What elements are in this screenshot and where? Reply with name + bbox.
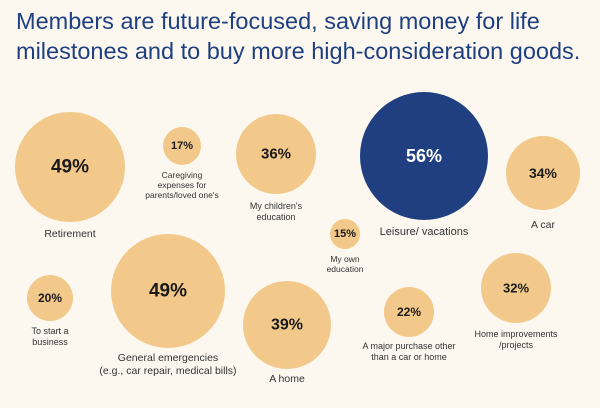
value-label-emergencies: 49% — [149, 281, 187, 302]
category-label-major-purchase: A major purchase other than a car or home — [309, 341, 509, 363]
value-label-leisure: 56% — [406, 146, 442, 166]
category-label-line: parents/loved one's — [145, 190, 219, 201]
category-label-retirement: Retirement — [0, 228, 170, 241]
category-label-line: than a car or home — [371, 351, 447, 362]
category-label-childrens-education: My children's education — [176, 201, 376, 223]
category-label-home: A home — [187, 373, 387, 386]
category-label-caregiving: Caregiving expenses for parents/loved one'… — [82, 170, 282, 201]
bubble-home-improvements — [481, 253, 551, 323]
category-label-line: education — [326, 264, 364, 275]
value-label-caregiving: 17% — [171, 140, 193, 152]
bubble-emergencies — [111, 234, 225, 348]
category-label-business: To start a business — [0, 326, 150, 348]
value-label-own-education: 15% — [334, 228, 356, 240]
value-label-retirement: 49% — [51, 157, 89, 178]
bubble-own-education — [330, 219, 360, 249]
bubble-retirement — [15, 112, 125, 222]
category-label-emergencies: General emergencies (e.g., car repair, me… — [68, 352, 268, 377]
bubble-major-purchase — [384, 287, 434, 337]
category-label-line: My children's — [249, 201, 303, 211]
value-label-car: 34% — [529, 165, 558, 181]
category-label-line: Home improvements — [474, 329, 558, 339]
bubble-leisure — [360, 92, 488, 220]
category-label-home-improvements: Home improvements/projects — [416, 329, 600, 351]
bubble-childrens-education — [236, 114, 316, 194]
category-label-line: /projects — [498, 339, 533, 350]
value-label-home: 39% — [271, 317, 303, 334]
chart-title-line-2: milestones and to buy more high-consider… — [16, 38, 581, 64]
category-label-line: A home — [269, 373, 305, 385]
category-label-own-education: My own education — [245, 254, 445, 274]
bubble-business — [27, 275, 73, 321]
category-label-line: A major purchase other — [362, 341, 456, 351]
category-label-leisure: Leisure/ vacations — [324, 226, 524, 239]
category-label-line: To start a — [31, 326, 69, 336]
value-label-business: 20% — [38, 291, 62, 305]
chart-title: Members are future-focused, saving money… — [16, 6, 596, 66]
category-label-line: Retirement — [44, 228, 96, 240]
category-label-line: Caregiving — [161, 170, 203, 180]
chart-title-line-1: Members are future-focused, saving money… — [16, 8, 540, 34]
category-label-line: (e.g., car repair, medical bills) — [99, 364, 237, 377]
category-label-line: Leisure/ vacations — [379, 226, 469, 238]
category-label-line: business — [32, 336, 68, 347]
category-label-line: General emergencies — [117, 352, 219, 364]
category-label-line: education — [256, 211, 296, 222]
value-label-home-improvements: 32% — [503, 281, 529, 296]
category-label-line: expenses for — [157, 180, 207, 191]
category-label-line: A car — [531, 219, 555, 231]
category-label-line: My own — [330, 254, 360, 264]
value-label-major-purchase: 22% — [397, 305, 421, 319]
bubble-car — [506, 136, 580, 210]
category-label-car: A car — [443, 219, 600, 232]
bubble-home — [243, 281, 331, 369]
value-label-childrens-education: 36% — [261, 146, 291, 163]
bubble-caregiving — [163, 127, 201, 165]
